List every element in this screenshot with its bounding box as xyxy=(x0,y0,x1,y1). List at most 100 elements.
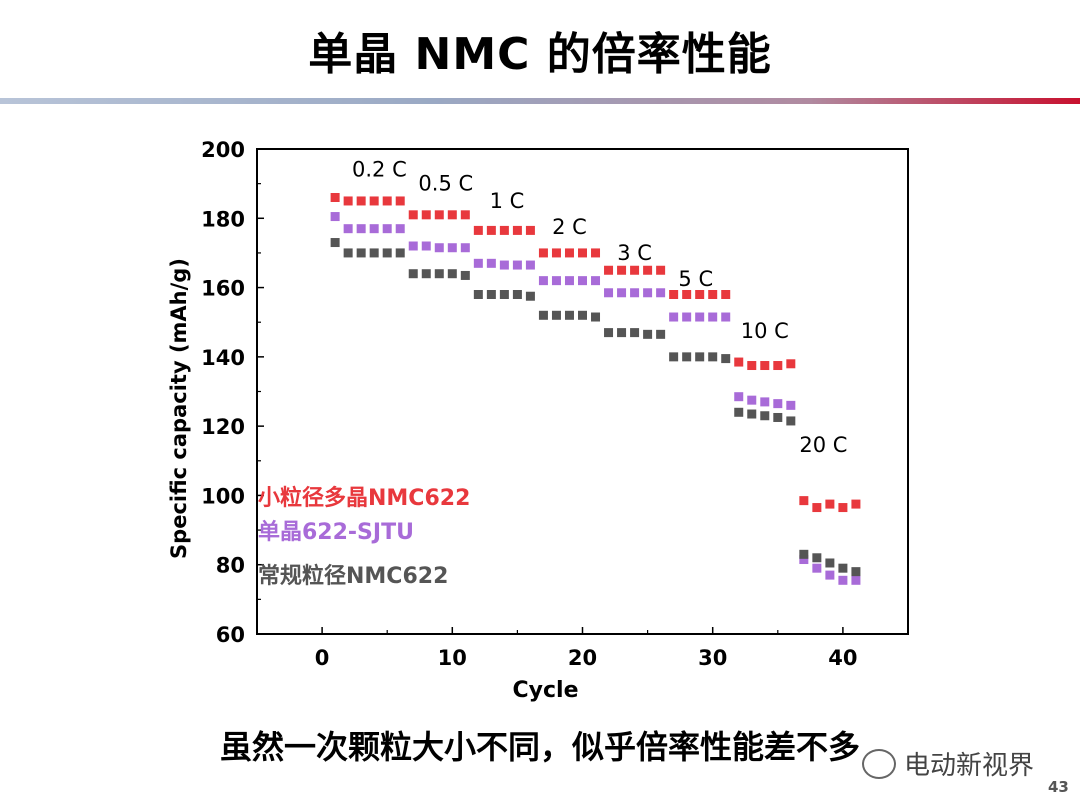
data-point-series-1 xyxy=(512,225,522,235)
data-point-series-2 xyxy=(460,243,470,253)
data-point-series-2 xyxy=(721,312,731,322)
rate-label: 1 C xyxy=(490,189,525,213)
data-point-series-1 xyxy=(851,499,861,509)
rate-label: 3 C xyxy=(617,241,652,265)
data-point-series-2 xyxy=(630,288,640,298)
data-point-series-3 xyxy=(408,269,418,279)
data-point-series-1 xyxy=(382,196,392,206)
data-point-series-2 xyxy=(473,258,483,268)
data-point-series-2 xyxy=(434,243,444,253)
data-point-series-2 xyxy=(447,243,457,253)
data-point-series-1 xyxy=(434,210,444,220)
data-point-series-2 xyxy=(812,563,822,573)
data-point-series-2 xyxy=(656,288,666,298)
y-tick-label: 120 xyxy=(201,415,245,439)
data-point-series-1 xyxy=(734,357,744,367)
data-point-series-2 xyxy=(486,258,496,268)
watermark-text: 电动新视界 xyxy=(904,751,1035,781)
x-axis-label: Cycle xyxy=(513,678,579,703)
data-point-series-2 xyxy=(708,312,718,322)
data-point-series-1 xyxy=(721,290,731,299)
data-point-series-2 xyxy=(369,224,379,234)
rate-label: 5 C xyxy=(678,267,713,291)
data-point-series-2 xyxy=(695,312,705,322)
data-point-series-3 xyxy=(617,328,627,338)
x-tick-label: 30 xyxy=(698,646,727,670)
data-point-series-1 xyxy=(564,248,574,258)
data-point-series-1 xyxy=(643,265,653,275)
data-point-series-2 xyxy=(525,260,535,270)
data-point-series-3 xyxy=(473,290,483,299)
data-point-series-3 xyxy=(825,558,835,568)
data-point-series-3 xyxy=(447,269,457,279)
data-point-series-2 xyxy=(669,312,679,322)
data-point-series-2 xyxy=(604,288,614,298)
data-point-series-1 xyxy=(395,196,405,206)
data-point-series-1 xyxy=(460,210,470,220)
data-point-series-1 xyxy=(838,503,848,513)
data-point-series-2 xyxy=(773,399,783,409)
legend-entry: 单晶622-SJTU xyxy=(258,520,414,545)
y-tick-label: 80 xyxy=(216,554,245,578)
data-point-series-1 xyxy=(708,290,718,299)
rate-label: 0.2 C xyxy=(352,158,407,182)
data-point-series-3 xyxy=(786,416,796,426)
data-point-series-2 xyxy=(512,260,522,270)
y-tick-label: 100 xyxy=(201,484,245,508)
data-point-series-3 xyxy=(356,248,366,258)
data-point-series-2 xyxy=(591,276,601,286)
data-point-series-3 xyxy=(421,269,431,279)
rate-label: 0.5 C xyxy=(418,172,473,196)
legend-entry: 常规粒径NMC622 xyxy=(258,563,448,589)
data-point-series-3 xyxy=(773,412,783,422)
data-point-series-3 xyxy=(591,312,601,322)
slide-title: 单晶 NMC 的倍率性能 xyxy=(308,29,772,80)
data-point-series-2 xyxy=(851,575,861,585)
data-point-series-3 xyxy=(760,411,770,421)
data-point-series-2 xyxy=(799,555,809,565)
data-point-series-1 xyxy=(825,499,835,509)
data-point-series-2 xyxy=(747,395,757,405)
data-point-series-1 xyxy=(695,290,705,299)
data-point-series-1 xyxy=(525,225,535,235)
data-point-series-2 xyxy=(786,400,796,410)
data-point-series-3 xyxy=(669,352,679,362)
data-point-series-3 xyxy=(343,248,353,258)
data-point-series-3 xyxy=(369,248,379,258)
y-tick-label: 60 xyxy=(216,623,245,647)
data-point-series-1 xyxy=(656,265,666,275)
y-tick-label: 160 xyxy=(201,277,245,301)
data-point-series-3 xyxy=(564,310,574,320)
data-point-series-3 xyxy=(656,329,666,339)
watermark: 电动新视界 xyxy=(862,745,1034,782)
data-point-series-1 xyxy=(604,265,614,275)
title-divider xyxy=(0,98,1080,104)
x-tick-label: 0 xyxy=(315,646,330,670)
data-point-series-2 xyxy=(578,276,587,286)
data-point-series-1 xyxy=(356,196,366,206)
data-point-series-2 xyxy=(382,224,392,234)
data-point-series-2 xyxy=(395,224,405,234)
data-point-series-3 xyxy=(434,269,444,279)
data-point-series-1 xyxy=(747,361,757,371)
rate-label: 10 C xyxy=(741,319,789,343)
data-point-series-1 xyxy=(486,225,496,235)
data-point-series-1 xyxy=(682,290,692,299)
data-point-series-3 xyxy=(551,310,561,320)
data-point-series-3 xyxy=(721,354,731,364)
data-point-series-1 xyxy=(773,361,783,371)
data-point-series-3 xyxy=(747,409,757,419)
data-point-series-3 xyxy=(643,329,653,339)
data-point-series-3 xyxy=(512,290,522,299)
data-point-series-2 xyxy=(838,575,848,585)
data-point-series-1 xyxy=(630,265,640,275)
data-point-series-1 xyxy=(799,496,809,506)
data-point-series-1 xyxy=(551,248,561,258)
data-point-series-1 xyxy=(447,210,457,220)
data-point-series-2 xyxy=(408,241,418,251)
data-point-series-1 xyxy=(408,210,418,220)
data-point-series-2 xyxy=(343,224,353,234)
data-point-series-1 xyxy=(760,361,770,371)
data-point-series-1 xyxy=(538,248,548,258)
y-axis-label: Specific capacity (mAh/g) xyxy=(167,258,191,559)
